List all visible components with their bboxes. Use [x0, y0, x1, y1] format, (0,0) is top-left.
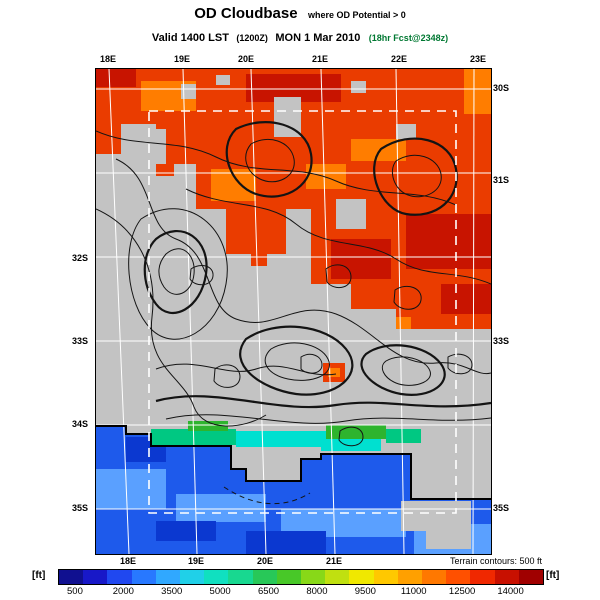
- lon-label-top-21e: 21E: [311, 54, 329, 64]
- colorbar-tick-3500: 3500: [161, 586, 183, 597]
- lat-label-left-33s: 33S: [72, 336, 89, 346]
- lon-label-top-20e: 20E: [237, 54, 255, 64]
- colorbar-tick-12500: 12500: [448, 586, 476, 597]
- colorbar: [58, 569, 544, 585]
- valid-time-line: Valid 1400 LST (1200Z) MON 1 Mar 2010 (1…: [0, 28, 600, 46]
- title-subtitle: where OD Potential > 0: [308, 10, 406, 20]
- colorbar-ticks: 500 2000 3500 5000 6500 8000 9500 11000 …: [58, 586, 542, 598]
- colorbar-tick-8000: 8000: [306, 586, 328, 597]
- page-title: OD Cloudbase where OD Potential > 0: [0, 5, 600, 23]
- lon-label-top-23e: 23E: [469, 54, 487, 64]
- cloudbase-highest-patches: [96, 69, 491, 314]
- lat-label-right-35s: 35S: [493, 503, 510, 513]
- colorbar-tick-9500: 9500: [354, 586, 376, 597]
- colorbar-unit-left: [ft]: [32, 570, 46, 581]
- lon-label-top-19e: 19E: [173, 54, 191, 64]
- coastal-green-band: [188, 421, 386, 439]
- terrain-contours-thick: [143, 121, 492, 409]
- gray-patches-in-sea: [401, 501, 471, 549]
- cloudbase-mid-patches: [141, 69, 491, 377]
- terrain-contours: [95, 121, 492, 505]
- lon-label-bot-19e: 19E: [187, 556, 205, 566]
- lat-label-right-31s: 31S: [493, 175, 510, 185]
- colorbar-tick-6500: 6500: [257, 586, 280, 597]
- colorbar-tick-14000: 14000: [497, 586, 524, 597]
- map-frame: [95, 68, 492, 555]
- lat-label-left-35s: 35S: [72, 503, 89, 513]
- colorbar-tick-11000: 11000: [400, 586, 427, 597]
- valid-zulu: (1200Z): [236, 33, 268, 43]
- inner-domain-box: [148, 110, 457, 514]
- lon-label-bot-20e: 20E: [256, 556, 274, 566]
- colorbar-tick-500: 500: [67, 586, 83, 597]
- coastal-cyan-band: [236, 431, 381, 451]
- colorbar-tick-2000: 2000: [112, 586, 134, 597]
- lon-label-top-18e: 18E: [99, 54, 117, 64]
- lat-label-right-30s: 30S: [493, 83, 510, 93]
- valid-date: MON 1 Mar 2010: [275, 32, 361, 44]
- lat-label-right-33s: 33S: [493, 336, 510, 346]
- terrain-contours-note: Terrain contours: 500 ft: [449, 556, 542, 566]
- lat-label-left-32s: 32S: [72, 253, 89, 263]
- lon-label-bot-18e: 18E: [119, 556, 137, 566]
- valid-prefix: Valid 1400 LST: [151, 32, 229, 44]
- forecast-map: [95, 68, 492, 555]
- title-main: OD Cloudbase: [194, 5, 298, 22]
- coastline: [96, 425, 491, 500]
- lon-label-bot-21e: 21E: [325, 556, 343, 566]
- sea-deep-patches: [126, 437, 326, 554]
- lon-label-top-22e: 22E: [390, 54, 408, 64]
- valid-forecast-info: (18hr Fcst@2348z): [368, 33, 449, 43]
- lat-label-left-34s: 34S: [72, 419, 89, 429]
- lat-lon-grid: [96, 68, 491, 555]
- colorbar-unit-right: [ft]: [546, 570, 560, 581]
- colorbar-tick-5000: 5000: [209, 586, 231, 597]
